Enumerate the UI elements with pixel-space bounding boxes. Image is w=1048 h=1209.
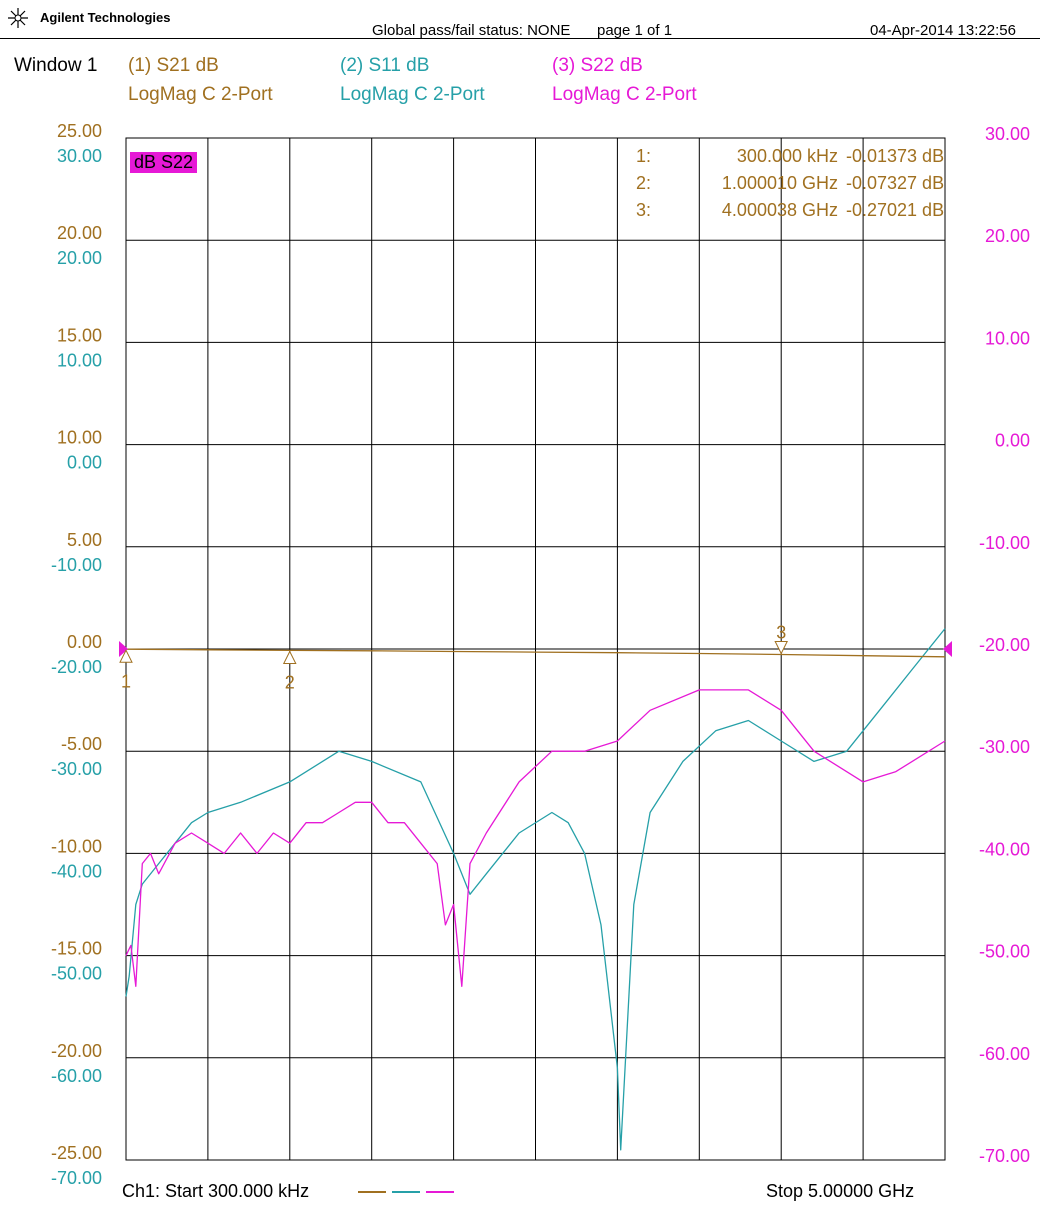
trace-s22-line bbox=[125, 689, 946, 987]
marker-1-label: 1 bbox=[121, 671, 131, 691]
y-tick-s11: -50.00 bbox=[51, 964, 102, 984]
y-tick-s22: -50.00 bbox=[979, 942, 1030, 962]
marker-table-num-3: 3: bbox=[636, 200, 652, 220]
y-tick-s22: -20.00 bbox=[979, 635, 1030, 655]
pass-fail-status: Global pass/fail status: NONE bbox=[372, 22, 571, 39]
y-tick-s22: 10.00 bbox=[985, 328, 1030, 348]
y-tick-s21: -20.00 bbox=[51, 1041, 102, 1061]
y-tick-s21: 25.00 bbox=[57, 121, 102, 141]
y-tick-s21: 10.00 bbox=[57, 428, 102, 448]
sweep-stop: Stop 5.00000 GHz bbox=[766, 1181, 915, 1201]
marker-table-freq-2: 1.000010 GHz bbox=[721, 173, 838, 193]
y-tick-s21: -25.00 bbox=[51, 1143, 102, 1163]
trace-s11-line bbox=[125, 628, 946, 1151]
marker-table-num-1: 1: bbox=[636, 146, 652, 166]
trace-3-format[interactable]: LogMag C 2-Port bbox=[552, 84, 697, 105]
brand-name: Agilent Technologies bbox=[40, 10, 171, 25]
marker-table-freq-3: 4.000038 GHz bbox=[721, 200, 838, 220]
y-tick-s21: -15.00 bbox=[51, 939, 102, 959]
y-tick-s21: 15.00 bbox=[57, 325, 102, 345]
timestamp: 04-Apr-2014 13:22:56 bbox=[870, 22, 1016, 39]
y-tick-s21: -5.00 bbox=[61, 734, 102, 754]
marker-1-icon bbox=[119, 649, 133, 663]
marker-3-icon bbox=[774, 641, 789, 655]
y-tick-s11: -20.00 bbox=[51, 657, 102, 677]
y-tick-s11: 0.00 bbox=[67, 453, 102, 473]
marker-2-label: 2 bbox=[285, 672, 295, 692]
header-rule bbox=[0, 38, 1040, 39]
y-tick-s21: 0.00 bbox=[67, 632, 102, 652]
reference-marker-left bbox=[119, 641, 128, 657]
trace-s21-line bbox=[125, 648, 946, 658]
marker-table-num-2: 2: bbox=[636, 173, 652, 193]
reference-marker-right bbox=[943, 641, 952, 657]
y-tick-s22: -30.00 bbox=[979, 737, 1030, 757]
y-tick-s21: 20.00 bbox=[57, 223, 102, 243]
y-tick-s22: -40.00 bbox=[979, 839, 1030, 859]
y-tick-s22: -70.00 bbox=[979, 1146, 1030, 1166]
marker-table-value-1: -0.01373 dB bbox=[846, 146, 945, 166]
sweep-start: Ch1: Start 300.000 kHz bbox=[122, 1181, 310, 1201]
y-tick-s21: 5.00 bbox=[67, 530, 102, 550]
trace-3-title[interactable]: (3) S22 dB bbox=[552, 55, 643, 76]
y-tick-s22: 30.00 bbox=[985, 124, 1030, 144]
y-tick-s11: -10.00 bbox=[51, 555, 102, 575]
y-tick-s11: -60.00 bbox=[51, 1066, 102, 1086]
marker-table-freq-1: 300.000 kHz bbox=[736, 146, 838, 166]
marker-2-icon bbox=[282, 650, 297, 664]
y-tick-s11: -70.00 bbox=[51, 1168, 102, 1188]
y-tick-s11: 20.00 bbox=[57, 248, 102, 268]
y-tick-s11: 30.00 bbox=[57, 146, 102, 166]
y-tick-s11: 10.00 bbox=[57, 350, 102, 370]
window-label: Window 1 bbox=[14, 55, 98, 76]
page-indicator: page 1 of 1 bbox=[597, 22, 673, 39]
trace-legend-swatches bbox=[358, 1191, 454, 1193]
marker-3-label: 3 bbox=[776, 623, 786, 643]
agilent-logo-icon bbox=[6, 6, 30, 30]
marker-table-value-2: -0.07327 dB bbox=[846, 173, 945, 193]
trace-2-format[interactable]: LogMag C 2-Port bbox=[340, 84, 485, 105]
trace-1-format[interactable]: LogMag C 2-Port bbox=[128, 84, 273, 105]
trace-1-title[interactable]: (1) S21 dB bbox=[128, 55, 219, 76]
y-tick-s22: 20.00 bbox=[985, 226, 1030, 246]
active-trace-badge: dB S22 bbox=[130, 152, 198, 173]
y-tick-s22: -10.00 bbox=[979, 533, 1030, 553]
y-tick-s11: -30.00 bbox=[51, 759, 102, 779]
trace-2-title[interactable]: (2) S11 dB bbox=[340, 55, 430, 76]
y-tick-s22: 0.00 bbox=[995, 431, 1030, 451]
y-tick-s11: -40.00 bbox=[51, 861, 102, 881]
y-tick-s22: -60.00 bbox=[979, 1044, 1030, 1064]
y-tick-s21: -10.00 bbox=[51, 836, 102, 856]
marker-table-value-3: -0.27021 dB bbox=[846, 200, 945, 220]
